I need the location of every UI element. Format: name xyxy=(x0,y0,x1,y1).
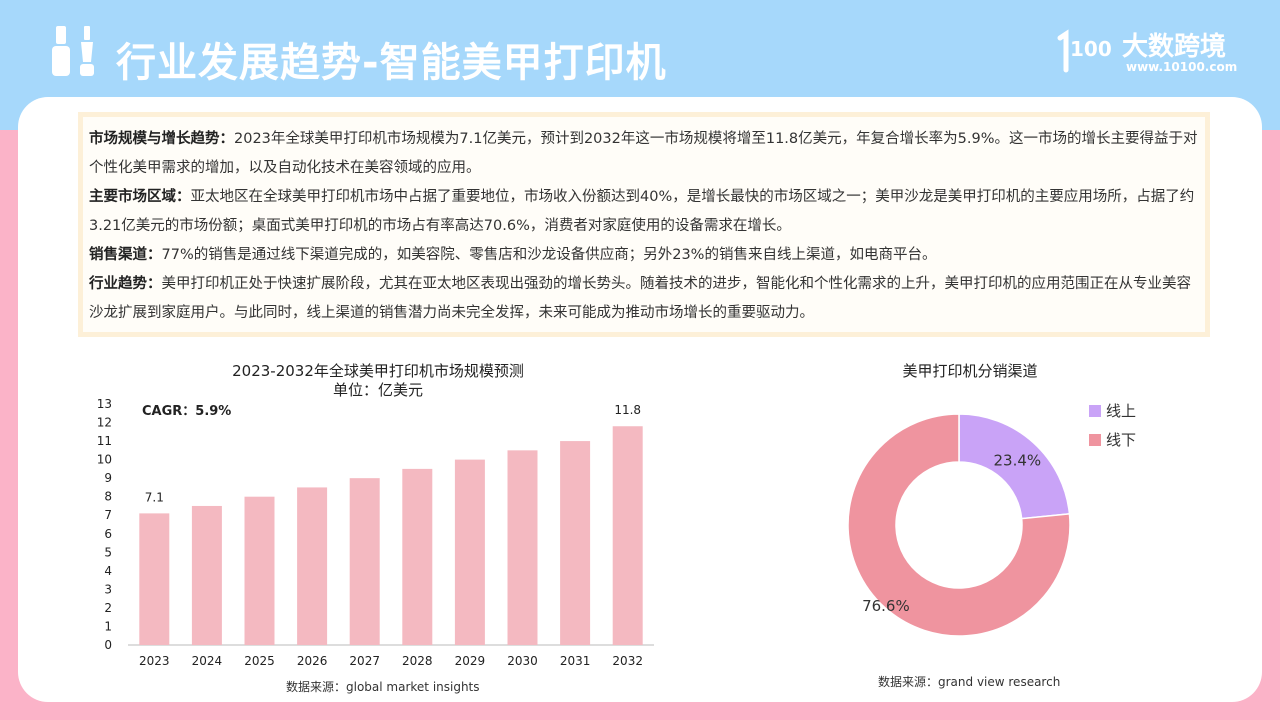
page-title: 行业发展趋势-智能美甲打印机 xyxy=(116,40,667,86)
summary-key: 行业趋势： xyxy=(89,276,162,292)
y-tick-label: 4 xyxy=(104,564,112,578)
summary-box: 市场规模与增长趋势：2023年全球美甲打印机市场规模为7.1亿美元，预计到203… xyxy=(78,112,1210,337)
donut-chart-title: 美甲打印机分销渠道 xyxy=(902,362,1038,380)
slice-value-label: 23.4% xyxy=(994,451,1042,469)
x-tick-label: 2032 xyxy=(612,654,643,668)
legend-label: 线上 xyxy=(1106,402,1136,420)
y-tick-label: 6 xyxy=(104,527,112,541)
x-tick-label: 2024 xyxy=(192,654,223,668)
y-tick-label: 5 xyxy=(104,545,112,559)
y-tick-label: 3 xyxy=(104,582,112,596)
x-tick-label: 2030 xyxy=(507,654,538,668)
x-tick-label: 2026 xyxy=(297,654,328,668)
bar-chart-source: 数据来源：global market insights xyxy=(286,680,480,694)
legend-swatch xyxy=(1089,434,1101,446)
slice-value-label: 76.6% xyxy=(862,597,910,615)
y-tick-label: 11 xyxy=(97,434,112,448)
bar xyxy=(507,450,538,645)
logo-mark-icon: 100 xyxy=(1057,29,1112,73)
bar xyxy=(454,459,485,645)
legend-label: 线下 xyxy=(1106,431,1136,449)
summary-paragraph: 主要市场区域：亚太地区在全球美甲打印机市场中占据了重要地位，市场收入份额达到40… xyxy=(89,183,1199,241)
summary-text: 77%的销售是通过线下渠道完成的，如美容院、零售店和沙龙设备供应商；另外23%的… xyxy=(161,247,937,263)
bar-chart-title: 2023-2032年全球美甲打印机市场规模预测 单位：亿美元 xyxy=(128,362,628,400)
brand-logo: 100 大数跨境 www.10100.com xyxy=(1052,26,1242,78)
summary-paragraph: 行业趋势：美甲打印机正处于快速扩展阶段，尤其在亚太地区表现出强劲的增长势头。随着… xyxy=(89,270,1199,328)
y-tick-label: 2 xyxy=(104,601,112,615)
y-tick-label: 13 xyxy=(97,397,112,411)
bar-chart-title-text: 2023-2032年全球美甲打印机市场规模预测 xyxy=(232,362,524,380)
x-tick-label: 2027 xyxy=(349,654,380,668)
donut-chart-source: 数据来源：grand view research xyxy=(878,675,1061,689)
bar xyxy=(191,505,222,645)
y-tick-label: 8 xyxy=(104,490,112,504)
summary-key: 主要市场区域： xyxy=(89,189,191,205)
bar-chart-subtitle: 单位：亿美元 xyxy=(332,381,423,399)
bar xyxy=(297,487,328,645)
y-tick-label: 7 xyxy=(104,508,112,522)
y-tick-label: 12 xyxy=(97,416,112,430)
data-label: 7.1 xyxy=(145,490,164,504)
logo-brand: 大数跨境 xyxy=(1122,32,1227,62)
x-tick-label: 2029 xyxy=(455,654,486,668)
x-tick-label: 2031 xyxy=(560,654,591,668)
donut-slice xyxy=(847,413,1071,637)
data-label: 11.8 xyxy=(614,403,641,417)
summary-text: 2023年全球美甲打印机市场规模为7.1亿美元，预计到2032年这一市场规模将增… xyxy=(89,131,1198,176)
summary-paragraph: 市场规模与增长趋势：2023年全球美甲打印机市场规模为7.1亿美元，预计到203… xyxy=(89,125,1199,183)
bar xyxy=(402,468,433,645)
cagr-annotation: CAGR：5.9% xyxy=(142,404,231,419)
summary-text: 美甲打印机正处于快速扩展阶段，尤其在亚太地区表现出强劲的增长势头。随着技术的进步… xyxy=(89,276,1191,321)
legend-swatch xyxy=(1089,405,1101,417)
summary-text: 亚太地区在全球美甲打印机市场中占据了重要地位，市场收入份额达到40%，是增长最快… xyxy=(89,189,1195,234)
y-tick-label: 9 xyxy=(104,471,112,485)
summary-paragraph: 销售渠道：77%的销售是通过线下渠道完成的，如美容院、零售店和沙龙设备供应商；另… xyxy=(89,241,1199,270)
x-tick-label: 2025 xyxy=(244,654,275,668)
summary-key: 市场规模与增长趋势： xyxy=(89,131,234,147)
bar xyxy=(560,441,591,645)
y-tick-label: 1 xyxy=(104,619,112,633)
summary-key: 销售渠道： xyxy=(89,247,162,263)
y-tick-label: 0 xyxy=(104,638,112,652)
bar xyxy=(349,478,380,645)
y-tick-label: 10 xyxy=(97,453,112,467)
nail-polish-icon xyxy=(52,26,94,76)
bar xyxy=(612,426,643,645)
logo-url: www.10100.com xyxy=(1126,60,1238,74)
bar xyxy=(244,496,275,645)
x-tick-label: 2023 xyxy=(139,654,170,668)
bar xyxy=(139,513,170,645)
logo-mark-text: 100 xyxy=(1070,37,1112,61)
x-tick-label: 2028 xyxy=(402,654,433,668)
